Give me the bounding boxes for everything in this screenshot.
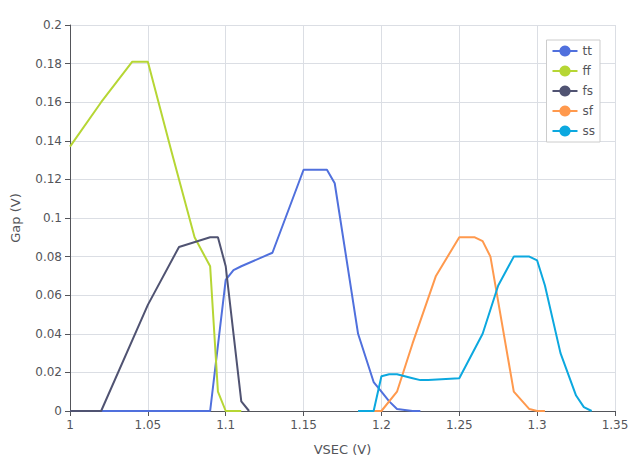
svg-text:1.3: 1.3 <box>528 418 547 432</box>
svg-text:Gap (V): Gap (V) <box>8 193 23 242</box>
svg-text:0.08: 0.08 <box>35 250 62 264</box>
svg-text:1.25: 1.25 <box>446 418 473 432</box>
svg-text:0.2: 0.2 <box>43 18 62 32</box>
svg-text:1.1: 1.1 <box>216 418 235 432</box>
svg-text:1.35: 1.35 <box>602 418 629 432</box>
svg-text:fs: fs <box>582 84 592 98</box>
svg-text:0.16: 0.16 <box>35 95 62 109</box>
svg-text:1.2: 1.2 <box>372 418 391 432</box>
svg-text:ss: ss <box>582 124 595 138</box>
svg-text:0.06: 0.06 <box>35 288 62 302</box>
svg-text:0.18: 0.18 <box>35 57 62 71</box>
svg-text:1: 1 <box>66 418 74 432</box>
svg-text:1.15: 1.15 <box>290 418 317 432</box>
svg-text:0.04: 0.04 <box>35 327 62 341</box>
svg-text:sf: sf <box>582 104 593 118</box>
svg-text:0.1: 0.1 <box>43 211 62 225</box>
svg-text:tt: tt <box>582 44 592 58</box>
svg-text:0.02: 0.02 <box>35 365 62 379</box>
svg-text:0: 0 <box>54 404 62 418</box>
svg-text:ff: ff <box>582 64 591 78</box>
svg-text:1.05: 1.05 <box>134 418 161 432</box>
svg-text:0.14: 0.14 <box>35 134 62 148</box>
svg-text:VSEC (V): VSEC (V) <box>314 442 372 457</box>
svg-text:0.12: 0.12 <box>35 172 62 186</box>
